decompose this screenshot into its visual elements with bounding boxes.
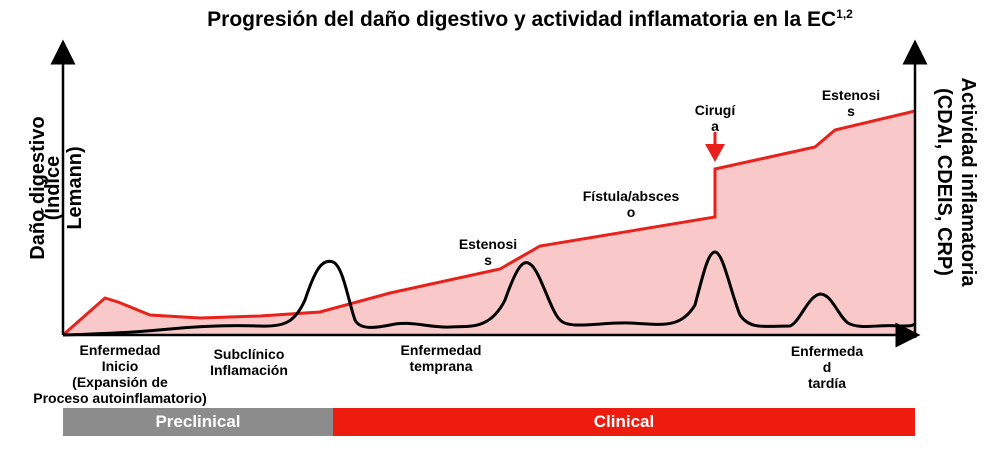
activity-line — [62, 250, 916, 337]
annotation-cirugia: Cirugí a — [694, 102, 736, 134]
annotation-estenosis-2: Estenosi s — [821, 87, 881, 119]
phase-label-clinical: Clinical — [593, 412, 655, 431]
phase-label-preclinical: Preclinical — [155, 412, 241, 431]
right-axis-label-sub: (CDAI, CDEIS, CRP) — [932, 37, 956, 327]
annotation-fistula: Fístula/absces o — [582, 188, 680, 220]
left-axis-label-sub: (Índice — [41, 83, 65, 293]
stage-subclinico: Subclínico Inflamación — [210, 346, 288, 378]
right-axis-line2: (CDAI, CDEIS, CRP) — [933, 88, 955, 276]
damage-area — [63, 111, 915, 335]
stage-tardia: Enfermeda d tardía — [790, 343, 864, 391]
title-text: Progresión del daño digestivo y activida… — [207, 8, 837, 31]
stage-inicio: Enfermedad Inicio (Expansión de Proceso … — [33, 342, 207, 406]
page-title: Progresión del daño digestivo y activida… — [140, 6, 920, 33]
stage-temprana: Enfermedad temprana — [400, 342, 482, 374]
left-axis-label-sub2: Lemann) — [63, 83, 87, 293]
surgery-arrow-icon — [705, 132, 725, 162]
left-axis-line3: Lemann) — [64, 146, 86, 230]
left-axis-line2: (Índice — [42, 155, 64, 221]
phase-bar-preclinical: Preclinical — [63, 408, 333, 436]
damage-line — [62, 109, 916, 337]
annotation-estenosis-1: Estenosi s — [458, 236, 518, 268]
title-superscript: 1,2 — [836, 7, 853, 21]
right-axis-label: Actividad inflamatoria — [956, 37, 980, 327]
right-axis-line1: Actividad inflamatoria — [957, 77, 979, 287]
phase-bar-clinical: Clinical — [333, 408, 915, 436]
